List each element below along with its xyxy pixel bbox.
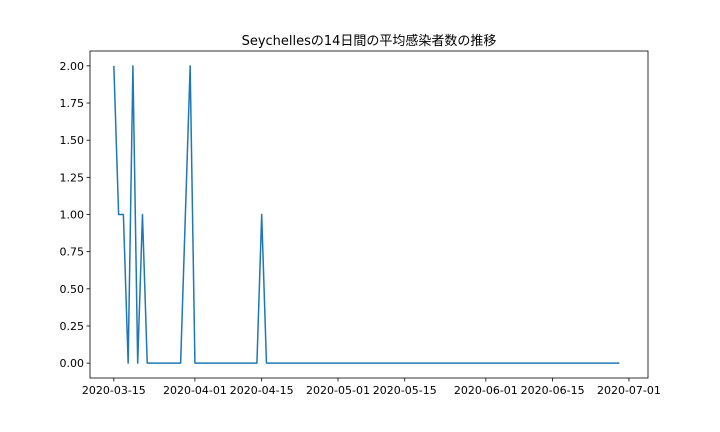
y-tick-label: 1.50 <box>60 134 85 147</box>
y-tick-label: 2.00 <box>60 60 85 73</box>
series-line <box>113 65 620 364</box>
x-tick-label: 2020-03-15 <box>82 384 146 397</box>
x-tick-label: 2020-07-01 <box>597 384 661 397</box>
y-tick-label: 1.75 <box>60 97 85 110</box>
chart-title: Seychellesの14日間の平均感染者数の推移 <box>242 33 497 49</box>
x-tick-label: 2020-04-15 <box>230 384 294 397</box>
y-tick-label: 0.50 <box>60 283 85 296</box>
x-tick-label: 2020-06-15 <box>521 384 585 397</box>
y-tick-label: 0.75 <box>60 246 85 259</box>
x-tick-label: 2020-06-01 <box>454 384 518 397</box>
x-tick-label: 2020-05-01 <box>306 384 370 397</box>
y-tick-label: 0.25 <box>60 320 85 333</box>
plot-area <box>90 51 648 378</box>
y-tick-label: 0.00 <box>60 357 85 370</box>
x-tick-label: 2020-04-01 <box>163 384 227 397</box>
x-tick-label: 2020-05-15 <box>373 384 437 397</box>
y-tick-label: 1.25 <box>60 171 85 184</box>
y-tick-label: 1.00 <box>60 209 85 222</box>
